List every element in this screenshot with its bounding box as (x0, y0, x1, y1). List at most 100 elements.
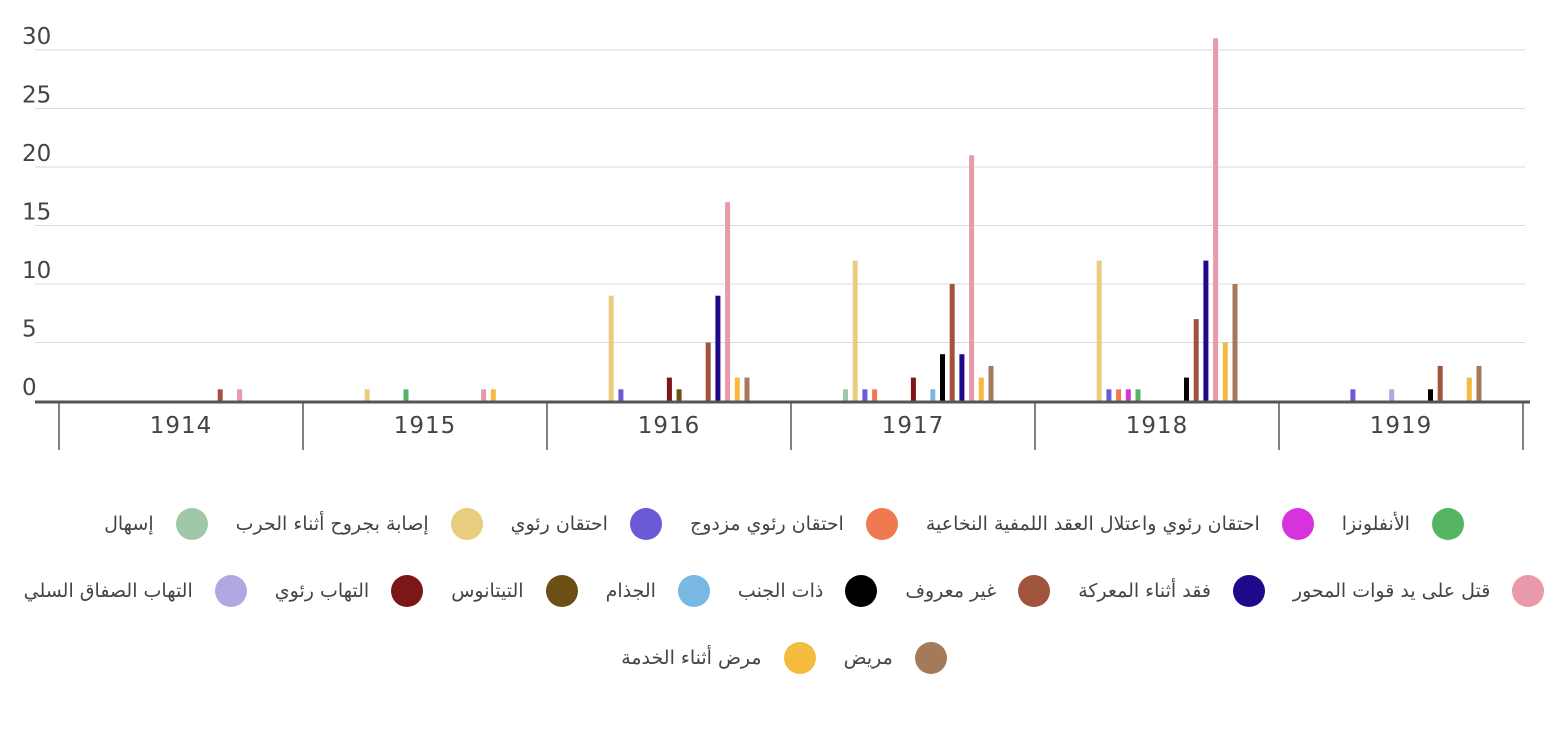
legend-swatch (391, 574, 424, 607)
bar (1222, 342, 1228, 401)
legend-swatch (783, 641, 816, 674)
legend-swatch (865, 507, 898, 540)
bar (666, 377, 672, 401)
legend-item[interactable]: مرض أثناء الخدمة (621, 641, 816, 674)
y-tick-label: 5 (22, 317, 37, 343)
chart-legend: الأنفلونزا احتقان رئوي واعتلال العقد اللم… (20, 490, 1545, 691)
legend-item[interactable]: مريض (843, 641, 947, 674)
legend-item[interactable]: احتقان رئوي واعتلال العقد اللمفية النخاع… (925, 507, 1314, 540)
bar (490, 389, 496, 401)
bar (843, 389, 848, 401)
legend-swatch (1281, 507, 1314, 540)
bar (1125, 389, 1131, 401)
legend-swatch (914, 641, 947, 674)
bar (930, 389, 936, 401)
legend-item[interactable]: إصابة بجروح أثناء الحرب (235, 507, 483, 540)
bar (1193, 319, 1199, 401)
legend-swatch (214, 574, 247, 607)
legend-item[interactable]: التهاب رئوي (275, 574, 424, 607)
legend-label: إسهال (104, 512, 154, 535)
legend-label: قتل على يد قوات المحور (1292, 579, 1491, 602)
bar (217, 389, 223, 401)
bar (1184, 377, 1189, 401)
bar (988, 365, 994, 401)
legend-item[interactable]: قتل على يد قوات المحور (1292, 574, 1545, 607)
bar (872, 389, 878, 401)
x-tick-label: 1917 (882, 413, 945, 439)
legend-swatch (175, 507, 208, 540)
bar (1232, 284, 1238, 401)
y-tick-label: 30 (22, 24, 51, 50)
legend-swatch (1018, 574, 1051, 607)
bar (1428, 389, 1433, 401)
bar (715, 295, 721, 401)
bar (1116, 389, 1122, 401)
legend-swatch (1431, 507, 1464, 540)
legend-label: الأنفلونزا (1341, 512, 1410, 535)
legend-label: غير معروف (905, 579, 997, 602)
legend-label: احتقان رئوي (510, 512, 608, 535)
legend-swatch (545, 574, 578, 607)
legend-label: فقد أثناء المعركة (1078, 579, 1211, 602)
legend-label: التيتانوس (451, 579, 524, 602)
x-tick-label: 1914 (150, 413, 213, 439)
y-tick-label: 15 (22, 200, 51, 226)
bar (1476, 365, 1482, 401)
legend-item[interactable]: إسهال (104, 507, 208, 540)
legend-label: الجذام (605, 579, 656, 602)
bar (1203, 260, 1209, 401)
legend-label: إصابة بجروح أثناء الحرب (235, 512, 429, 535)
bar (481, 389, 487, 401)
legend-row: الأنفلونزا احتقان رئوي واعتلال العقد اللم… (20, 490, 1520, 557)
legend-item[interactable]: التهاب الصفاق السلي (23, 574, 247, 607)
legend-item[interactable]: غير معروف (905, 574, 1051, 607)
bar (403, 389, 409, 401)
legend-item[interactable]: الجذام (605, 574, 710, 607)
legend-label: ذات الجنب (737, 579, 824, 602)
bar (734, 377, 740, 401)
bar (940, 354, 945, 401)
bar (237, 389, 243, 401)
bar (1389, 389, 1395, 401)
x-tick-label: 1915 (394, 413, 457, 439)
legend-item[interactable]: احتقان رئوي مزدوج (689, 507, 898, 540)
y-tick-label: 20 (22, 141, 51, 167)
legend-swatch (845, 574, 878, 607)
legend-item[interactable]: الأنفلونزا (1341, 507, 1464, 540)
bar (608, 295, 614, 401)
legend-item[interactable]: احتقان رئوي (510, 507, 662, 540)
bar (910, 377, 916, 401)
y-tick-label: 10 (22, 258, 51, 284)
bar (1096, 260, 1102, 401)
bar (1466, 377, 1472, 401)
legend-label: مريض (843, 646, 893, 669)
bar (949, 284, 955, 401)
bar (618, 389, 624, 401)
x-tick-label: 1918 (1126, 413, 1189, 439)
bar (862, 389, 868, 401)
bar (969, 155, 975, 401)
bar (364, 389, 370, 401)
legend-item[interactable]: التيتانوس (451, 574, 578, 607)
legend-label: التهاب الصفاق السلي (23, 579, 193, 602)
legend-label: مرض أثناء الخدمة (621, 646, 762, 669)
legend-swatch (1512, 574, 1545, 607)
y-tick-label: 0 (22, 375, 37, 401)
bar (1437, 365, 1443, 401)
legend-label: احتقان رئوي مزدوج (689, 512, 844, 535)
x-tick-label: 1916 (638, 413, 701, 439)
legend-swatch (450, 507, 483, 540)
legend-row: مريض مرض أثناء الخدمة (20, 624, 1520, 691)
bar (744, 377, 750, 401)
bar (852, 260, 858, 401)
bar (1135, 389, 1141, 401)
legend-item[interactable]: فقد أثناء المعركة (1078, 574, 1265, 607)
chart-plot: 0 5 10 15 20 25 30 1914 1915 1916 1917 1918 1919 (22, 24, 1530, 450)
legend-swatch (629, 507, 662, 540)
bar (705, 342, 711, 401)
legend-label: احتقان رئوي واعتلال العقد اللمفية النخاع… (925, 512, 1260, 535)
legend-item[interactable]: ذات الجنب (737, 574, 878, 607)
bar (978, 377, 984, 401)
y-tick-label: 25 (22, 83, 51, 109)
bar (1350, 389, 1356, 401)
